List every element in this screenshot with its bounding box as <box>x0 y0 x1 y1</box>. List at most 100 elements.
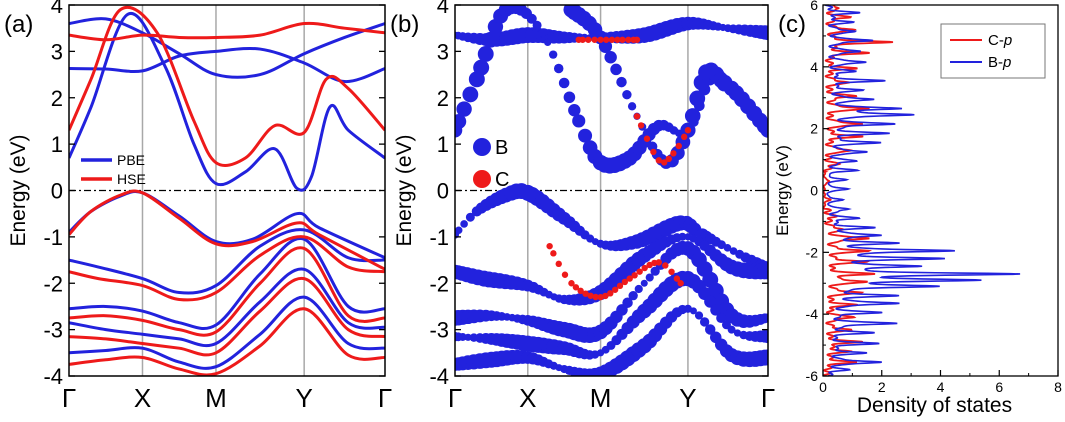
band-marker <box>462 86 479 103</box>
band-marker <box>608 36 616 43</box>
band-marker <box>555 260 562 268</box>
band-pbe-6 <box>69 267 385 348</box>
y-axis-label: Energy (eV) <box>773 145 792 236</box>
band-marker <box>670 145 685 161</box>
band-marker <box>550 250 557 257</box>
band-pbe-2 <box>69 12 385 192</box>
band-marker <box>627 102 637 111</box>
band-marker <box>456 101 472 117</box>
band-marker <box>578 128 593 143</box>
band-marker <box>592 293 599 301</box>
band-b-4 <box>455 232 768 306</box>
band-marker <box>455 226 463 234</box>
y-tick-label: -3 <box>43 318 63 343</box>
legend-label-element: B- <box>988 54 1003 71</box>
k-point-label: X <box>134 383 151 413</box>
legend-label-orbital: p <box>1002 54 1011 71</box>
band-marker <box>675 142 682 150</box>
band-marker <box>558 77 570 89</box>
band-marker <box>716 76 732 92</box>
y-tick-label: -1 <box>429 225 449 250</box>
band-marker <box>633 36 641 43</box>
band-marker <box>561 271 569 278</box>
panel-c: (c) Energy (eV) -6 -4 -2 0 2 4 6 0 2 4 6 8 Density of … <box>773 0 1062 417</box>
band-marker <box>546 242 553 250</box>
k-point-label: Γ <box>62 383 76 413</box>
band-marker <box>538 28 547 37</box>
x-tick-label: 4 <box>937 379 945 395</box>
band-marker <box>455 114 467 129</box>
band-hse-5 <box>69 277 385 357</box>
band-marker <box>553 63 564 74</box>
band-marker <box>670 150 677 157</box>
panel-label: (a) <box>4 11 33 38</box>
k-point-label: M <box>205 383 227 413</box>
y-tick-label: 0 <box>51 179 63 204</box>
band-c-1 <box>633 113 692 166</box>
band-marker <box>668 268 675 275</box>
band-marker <box>665 155 672 163</box>
y-tick-label: 0 <box>810 183 818 199</box>
band-b-5 <box>455 240 768 344</box>
band-marker <box>568 104 581 117</box>
band-pbe-3 <box>69 189 385 260</box>
legend-label: HSE <box>117 171 146 187</box>
band-marker <box>532 20 542 30</box>
band-marker <box>677 280 684 287</box>
plot-area <box>455 5 768 376</box>
x-tick-label: 8 <box>1054 379 1062 395</box>
band-marker <box>603 36 610 43</box>
y-tick-label: 6 <box>810 0 818 13</box>
band-marker <box>673 275 681 282</box>
k-point-label: Γ <box>761 383 775 413</box>
band-marker <box>604 51 617 64</box>
band-marker <box>680 133 688 141</box>
y-tick-label: -2 <box>806 244 819 260</box>
legend-label-orbital: p <box>1003 32 1012 49</box>
legend-label: PBE <box>117 152 145 168</box>
band-pbe-0 <box>69 46 385 84</box>
band-marker <box>548 50 558 59</box>
plot-area <box>69 5 385 376</box>
band-marker <box>628 290 638 301</box>
k-point-label: X <box>519 383 536 413</box>
y-tick-label: 3 <box>437 39 449 64</box>
band-marker <box>611 286 619 293</box>
panel-b: (b) Energy (eV) -4 -3 -2 -1 0 1 2 3 4 Γ X M Y Γ BC <box>390 0 775 413</box>
y-tick-label: 1 <box>51 132 63 157</box>
band-hse-3 <box>69 235 385 302</box>
band-marker <box>662 262 669 269</box>
band-marker <box>717 240 726 250</box>
band-marker <box>636 268 643 275</box>
band-marker <box>572 284 580 291</box>
legend-label: B-p <box>988 54 1011 71</box>
band-marker <box>458 333 467 341</box>
y-tick-label: 4 <box>810 59 818 75</box>
band-marker <box>577 287 584 295</box>
y-tick-label: 3 <box>51 39 63 64</box>
legend: C-pB-p <box>940 23 1046 79</box>
legend-label: C <box>495 169 509 191</box>
band-marker <box>637 122 645 129</box>
band-marker <box>689 307 697 315</box>
y-tick-label: 2 <box>810 121 818 137</box>
band-marker <box>760 263 768 280</box>
y-tick-label: 1 <box>437 132 449 157</box>
band-marker <box>563 91 576 104</box>
band-marker <box>622 297 633 308</box>
band-marker <box>572 114 586 128</box>
x-tick-label: 2 <box>878 379 886 395</box>
band-marker <box>587 292 594 299</box>
band-marker <box>626 275 633 282</box>
band-marker <box>655 259 663 266</box>
band-marker <box>621 278 629 286</box>
y-tick-label: -3 <box>429 318 449 343</box>
band-marker <box>704 295 717 308</box>
y-tick-label: -4 <box>43 364 63 389</box>
band-marker <box>579 36 586 43</box>
band-marker <box>631 272 638 279</box>
x-tick-label: 6 <box>995 379 1003 395</box>
band-marker <box>684 108 701 124</box>
band-pbe-1 <box>69 17 385 79</box>
